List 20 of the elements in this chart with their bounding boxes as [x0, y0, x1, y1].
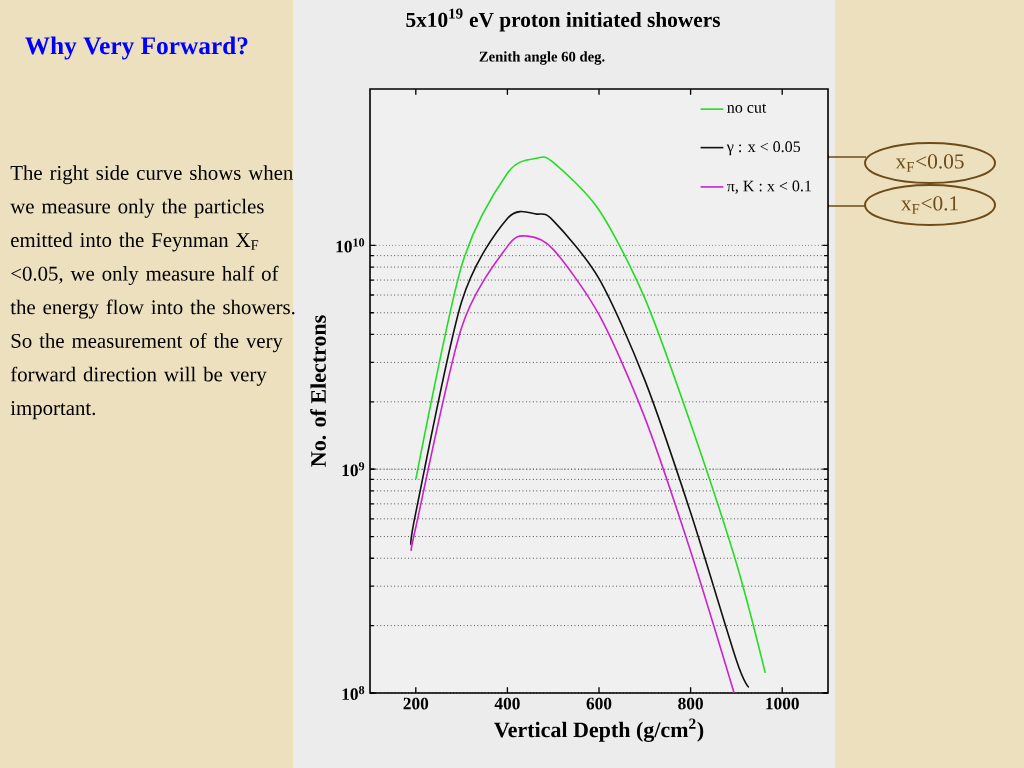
- text: Why Very Forward?: [25, 36, 248, 60]
- legend-label: π, K : x < 0.1: [727, 180, 811, 194]
- x-tick-label: 400: [494, 697, 520, 710]
- y-axis-title: No. of Electrons: [310, 315, 327, 467]
- text: The right side curve shows when we measure only the particles emitted into the Feynman X$_{F}$ <0.05, we only measure half of the energy flow into the showers. So the measurement of the very forward direction will be very important.: [10, 165, 295, 420]
- y-tick-label: 10$^{10}$: [336, 238, 365, 253]
- y-tick-label: 10$^{8}$: [342, 685, 365, 700]
- legend-label: γ : x < 0.05: [726, 141, 801, 156]
- y-tick-label: 10$^{9}$: [342, 462, 365, 477]
- x-tick-label: 600: [586, 697, 612, 710]
- line-series: [415, 156, 767, 674]
- chart-title: 5x10$^{19}$ eV proton initiated showers: [406, 8, 720, 32]
- legend-label: no cut: [727, 103, 767, 113]
- chart-subtitle: Zenith angle 60 deg.: [479, 51, 605, 65]
- x-tick-label: 200: [403, 697, 429, 710]
- x-tick-label: 800: [678, 697, 703, 710]
- text: x$_{F}$<0.1: [901, 196, 958, 214]
- x-axis-title: Vertical Depth (g/cm$^{2}$): [494, 718, 704, 742]
- x-tick-label: 1000: [766, 697, 799, 710]
- text: x$_{F}$<0.05: [895, 154, 964, 172]
